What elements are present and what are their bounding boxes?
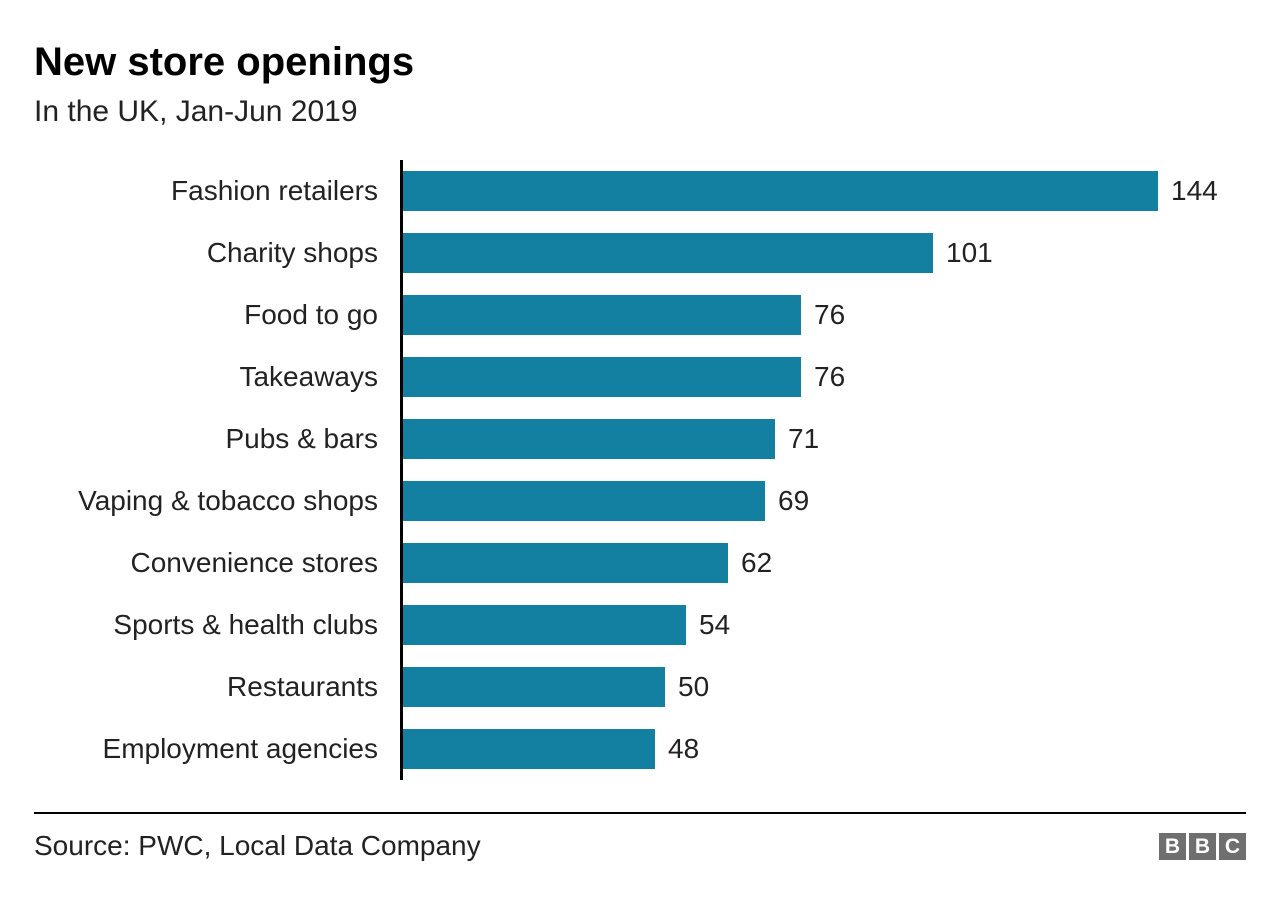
bar-value: 62 xyxy=(741,547,773,578)
bar-row: Fashion retailers 144 xyxy=(0,160,1246,222)
chart-footer: Source: PWC, Local Data Company B B C xyxy=(34,812,1246,862)
source-text: Source: PWC, Local Data Company xyxy=(34,830,481,861)
bar-row: Employment agencies 48 xyxy=(0,718,1246,780)
category-label: Takeaways xyxy=(239,361,378,392)
bar-chart: Fashion retailers 144 Charity shops 101 Food… xyxy=(0,160,1246,780)
bar-track: 69 xyxy=(400,470,1246,532)
category-label: Sports & health clubs xyxy=(113,609,378,640)
category-label: Food to go xyxy=(244,299,378,330)
bar-track: 54 xyxy=(400,594,1246,656)
chart-title: New store openings xyxy=(34,40,415,84)
bar-value: 69 xyxy=(778,485,810,516)
bar-track: 48 xyxy=(400,718,1246,780)
category-label: Fashion retailers xyxy=(171,175,378,206)
bar-value: 48 xyxy=(668,733,700,764)
bar xyxy=(403,729,655,769)
category-label: Pubs & bars xyxy=(225,423,378,454)
bar-track: 76 xyxy=(400,284,1246,346)
category-label: Restaurants xyxy=(227,671,378,702)
bar xyxy=(403,171,1158,211)
bar-track: 71 xyxy=(400,408,1246,470)
bar xyxy=(403,481,765,521)
bar-row: Takeaways 76 xyxy=(0,346,1246,408)
bar-value: 76 xyxy=(814,299,846,330)
bar-row: Food to go 76 xyxy=(0,284,1246,346)
bar xyxy=(403,295,801,335)
category-label: Convenience stores xyxy=(130,547,378,578)
category-label: Charity shops xyxy=(206,237,378,268)
bar-row: Restaurants 50 xyxy=(0,656,1246,718)
bar-track: 62 xyxy=(400,532,1246,594)
bar-track: 76 xyxy=(400,346,1246,408)
bar-value: 101 xyxy=(946,237,993,268)
bar-track: 50 xyxy=(400,656,1246,718)
bar-value: 76 xyxy=(814,361,846,392)
bbc-logo-letter: B xyxy=(1189,832,1216,860)
chart-header: New store openings In the UK, Jan-Jun 20… xyxy=(0,0,1280,130)
bar-value: 50 xyxy=(678,671,710,702)
bar xyxy=(403,543,728,583)
bar-track: 144 xyxy=(400,160,1246,222)
bar xyxy=(403,233,933,273)
bbc-logo-letter: B xyxy=(1159,832,1186,860)
bar xyxy=(403,667,665,707)
bar-row: Sports & health clubs 54 xyxy=(0,594,1246,656)
bar-value: 144 xyxy=(1171,175,1218,206)
bar xyxy=(403,605,686,645)
chart-rows: Fashion retailers 144 Charity shops 101 Food… xyxy=(0,160,1246,780)
bar-row: Charity shops 101 xyxy=(0,222,1246,284)
bar-row: Convenience stores 62 xyxy=(0,532,1246,594)
bar-row: Vaping & tobacco shops 69 xyxy=(0,470,1246,532)
bar xyxy=(403,419,775,459)
bar-row: Pubs & bars 71 xyxy=(0,408,1246,470)
bar xyxy=(403,357,801,397)
category-label: Vaping & tobacco shops xyxy=(78,485,378,516)
chart-subtitle: In the UK, Jan-Jun 2019 xyxy=(34,95,358,128)
bar-track: 101 xyxy=(400,222,1246,284)
bar-value: 54 xyxy=(699,609,731,640)
category-label: Employment agencies xyxy=(102,733,378,764)
bbc-logo-letter: C xyxy=(1219,832,1246,860)
bbc-logo: B B C xyxy=(1159,832,1246,860)
bar-value: 71 xyxy=(788,423,820,454)
